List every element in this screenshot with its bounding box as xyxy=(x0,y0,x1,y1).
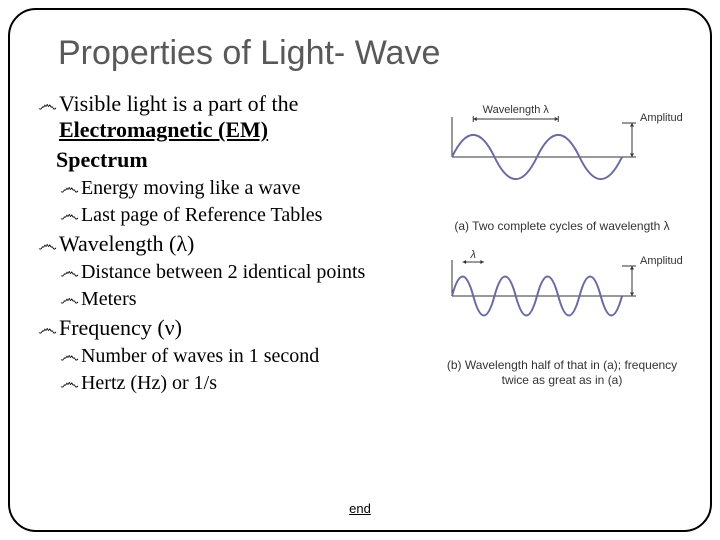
bullet-text: Distance between 2 identical points xyxy=(81,261,365,284)
bullet-item: ෴ Last page of Reference Tables xyxy=(60,204,442,227)
bullet-icon: ෴ xyxy=(60,205,79,225)
content-row: ෴ Visible light is a part of the Electro… xyxy=(38,91,682,399)
text-fragment-bold: Electromagnetic (EM) xyxy=(59,117,268,142)
bullet-icon: ෴ xyxy=(38,319,57,339)
bullet-icon: ෴ xyxy=(60,178,79,198)
wave-diagram-a: Wavelength λ Amplitude xyxy=(442,95,682,215)
figure-column: Wavelength λ Amplitude (a) Two complete c… xyxy=(442,91,682,398)
slide-frame: Properties of Light- Wave ෴ Visible ligh… xyxy=(8,8,712,532)
bullet-icon: ෴ xyxy=(60,289,79,309)
figure-b-caption: (b) Wavelength half of that in (a); freq… xyxy=(442,358,682,388)
wave-diagram-b: λ Amplitude xyxy=(442,244,682,354)
bullet-item: ෴ Number of waves in 1 second xyxy=(60,345,442,368)
bullet-item: ෴ Hertz (Hz) or 1/s xyxy=(60,372,442,395)
svg-text:λ: λ xyxy=(470,249,476,261)
bullet-icon: ෴ xyxy=(38,235,57,255)
bullet-text: Last page of Reference Tables xyxy=(81,204,322,227)
bullet-item: ෴ Meters xyxy=(60,288,442,311)
bullet-icon: ෴ xyxy=(60,346,79,366)
bullet-text: Wavelength (λ) xyxy=(59,231,194,257)
bullet-item: ෴ Distance between 2 identical points xyxy=(60,261,442,284)
figure-a-caption: (a) Two complete cycles of wavelength λ xyxy=(442,219,682,234)
svg-text:Wavelength λ: Wavelength λ xyxy=(483,104,550,116)
bullet-text: Meters xyxy=(81,288,137,311)
text-fragment: Visible light is a part of the xyxy=(59,91,298,116)
text-column: ෴ Visible light is a part of the Electro… xyxy=(38,91,442,399)
bullet-item: ෴ Wavelength (λ) xyxy=(38,231,442,257)
slide-title: Properties of Light- Wave xyxy=(58,34,682,73)
bullet-icon: ෴ xyxy=(60,373,79,393)
bullet-item: ෴ Visible light is a part of the Electro… xyxy=(38,91,442,143)
bullet-icon: ෴ xyxy=(60,262,79,282)
bullet-text: Hertz (Hz) or 1/s xyxy=(81,372,217,395)
end-link[interactable]: end xyxy=(10,501,710,516)
bullet-item: ෴ Frequency (ν) xyxy=(38,315,442,341)
bullet-item: ෴ Energy moving like a wave xyxy=(60,177,442,200)
svg-text:Amplitude: Amplitude xyxy=(640,112,682,124)
svg-text:Amplitude: Amplitude xyxy=(640,255,682,267)
bullet-text: Energy moving like a wave xyxy=(81,177,301,200)
bullet-continuation: Spectrum xyxy=(56,147,442,173)
text-fragment-bold: Spectrum xyxy=(56,147,148,173)
bullet-icon: ෴ xyxy=(38,95,57,115)
bullet-text: Number of waves in 1 second xyxy=(81,345,319,368)
bullet-text: Frequency (ν) xyxy=(59,315,182,341)
bullet-text: Visible light is a part of the Electroma… xyxy=(59,91,442,143)
